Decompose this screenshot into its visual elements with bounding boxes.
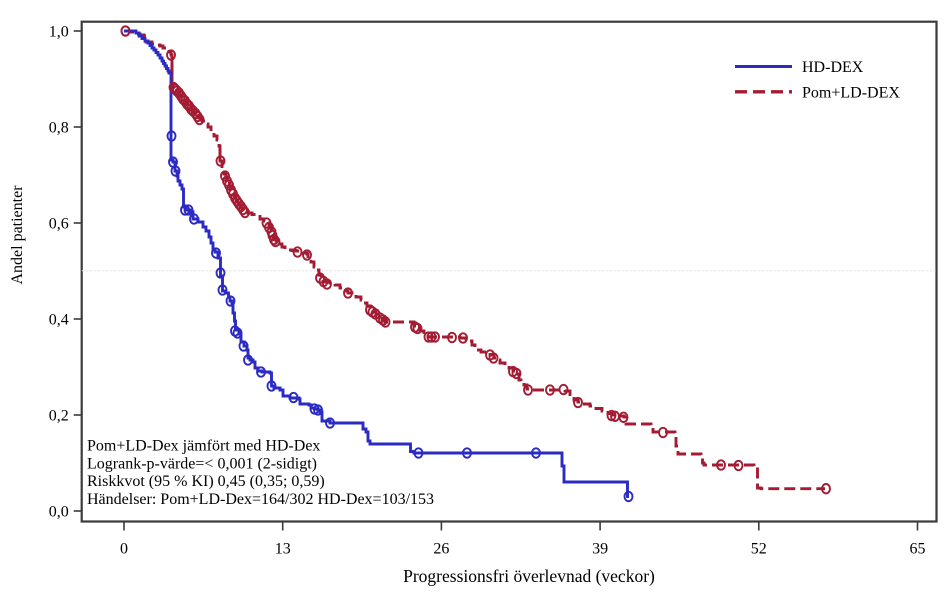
svg-text:52: 52 <box>751 541 767 558</box>
svg-text:0,4: 0,4 <box>49 312 69 329</box>
svg-text:0,0: 0,0 <box>49 504 69 521</box>
svg-text:Progressionsfri överlevnad (ve: Progressionsfri överlevnad (veckor) <box>403 566 655 586</box>
svg-text:HD-DEX: HD-DEX <box>802 59 864 76</box>
svg-text:39: 39 <box>592 541 608 558</box>
svg-text:Andel patienter: Andel patienter <box>9 185 26 285</box>
svg-text:Riskkvot (95 % KI) 0,45 (0,35;: Riskkvot (95 % KI) 0,45 (0,35; 0,59) <box>87 473 325 490</box>
svg-text:0: 0 <box>120 541 128 558</box>
svg-text:13: 13 <box>275 541 291 558</box>
svg-text:Pom+LD-DEX: Pom+LD-DEX <box>802 84 900 101</box>
svg-text:Händelser: Pom+LD-Dex=164/302: Händelser: Pom+LD-Dex=164/302 HD-Dex=103… <box>87 491 434 508</box>
svg-text:0,6: 0,6 <box>49 216 69 233</box>
svg-text:26: 26 <box>433 541 449 558</box>
svg-text:Logrank-p-värde=< 0,001 (2-sid: Logrank-p-värde=< 0,001 (2-sidigt) <box>87 455 317 472</box>
svg-text:0,8: 0,8 <box>49 120 69 137</box>
svg-text:Pom+LD-Dex jämfört med HD-Dex: Pom+LD-Dex jämfört med HD-Dex <box>87 438 320 455</box>
svg-text:0,2: 0,2 <box>49 408 69 425</box>
svg-text:1,0: 1,0 <box>49 24 69 41</box>
svg-text:65: 65 <box>910 541 926 558</box>
